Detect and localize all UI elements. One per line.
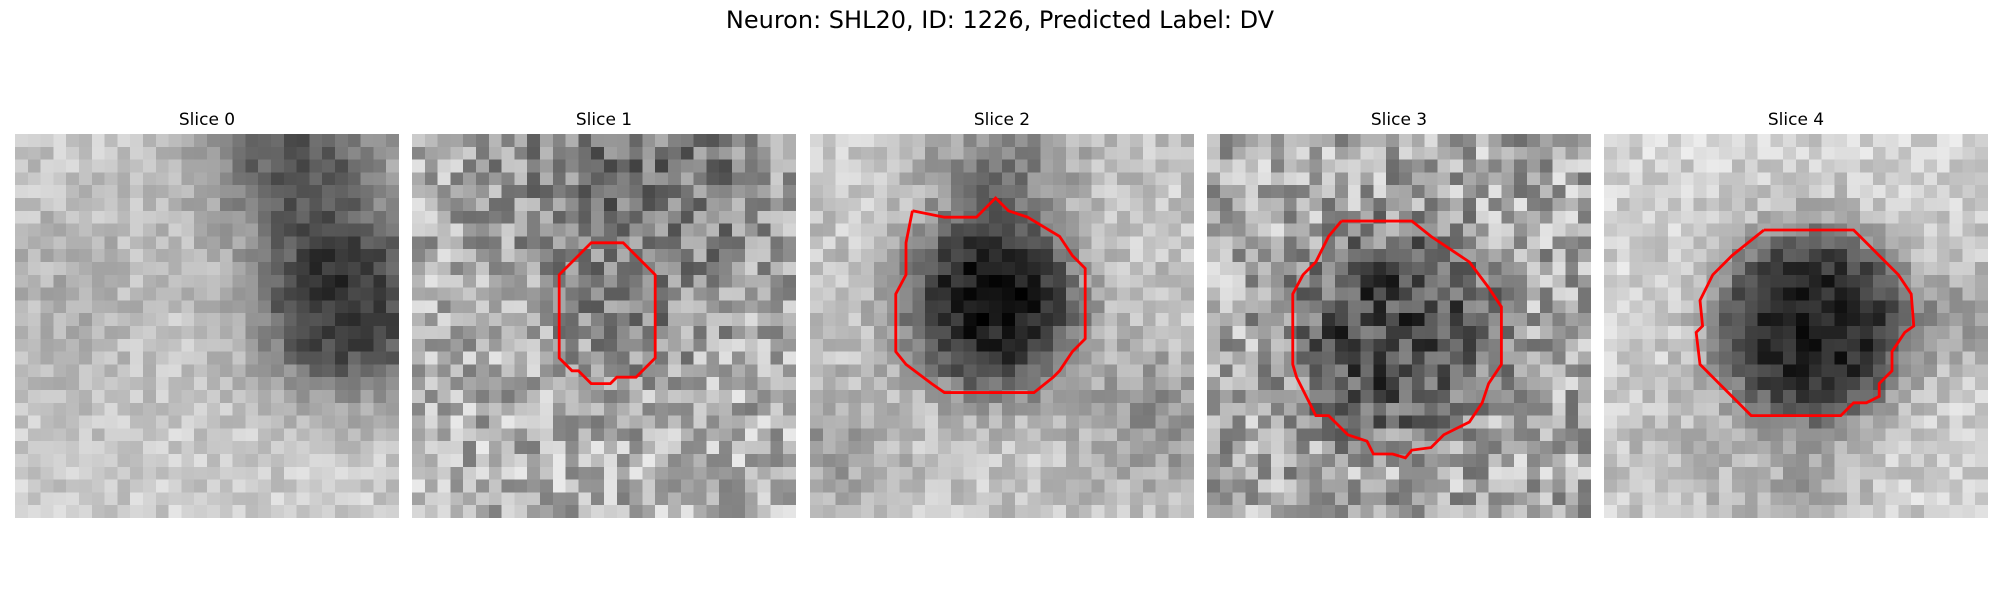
segmentation-contour-1 bbox=[557, 241, 657, 386]
slice-title-3: Slice 3 bbox=[1370, 110, 1428, 130]
slice-image-0 bbox=[15, 134, 399, 518]
slice-image-2 bbox=[810, 134, 1194, 518]
slice-title-2: Slice 2 bbox=[973, 110, 1031, 130]
slice-image-3 bbox=[1207, 134, 1591, 518]
slice-panel-4: Slice 4 bbox=[1604, 108, 1988, 518]
figure-title: Neuron: SHL20, ID: 1226, Predicted Label… bbox=[725, 6, 1275, 34]
slice-title-4: Slice 4 bbox=[1767, 110, 1825, 130]
segmentation-contour-4 bbox=[1694, 228, 1916, 418]
slice-panel-0: Slice 0 bbox=[15, 108, 399, 518]
slice-image-4 bbox=[1604, 134, 1988, 518]
slice-title-0: Slice 0 bbox=[178, 110, 236, 130]
slice-image-1 bbox=[412, 134, 796, 518]
slice-panel-3: Slice 3 bbox=[1207, 108, 1591, 518]
slice-title-1: Slice 1 bbox=[575, 110, 633, 130]
slice-panel-2: Slice 2 bbox=[810, 108, 1194, 518]
slice-panel-1: Slice 1 bbox=[412, 108, 796, 518]
segmentation-contour-2 bbox=[894, 196, 1087, 394]
segmentation-contour-3 bbox=[1291, 219, 1503, 460]
